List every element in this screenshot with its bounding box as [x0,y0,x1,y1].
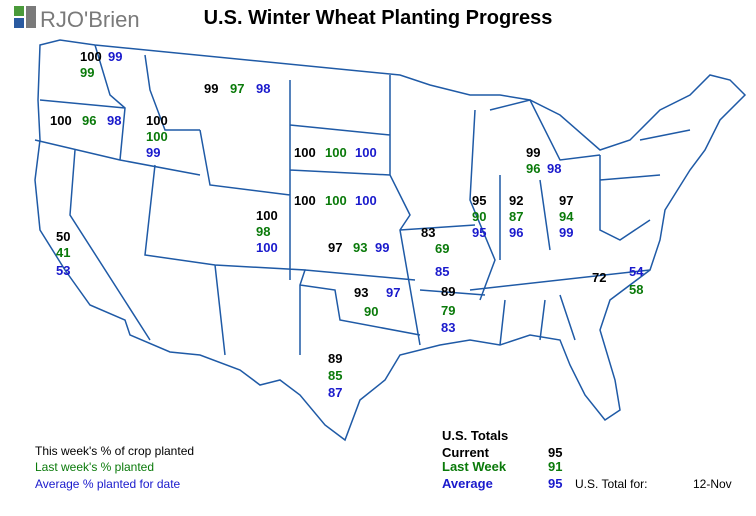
state-last-week: 58 [629,282,643,297]
state-current: 72 [592,270,606,285]
totals-label: Current [442,445,490,460]
state-average: 97 [386,285,400,300]
logo: RJO'Brien [14,6,140,32]
totals-value: 95 [548,476,562,491]
state-current: 97 [559,193,573,208]
state-last-week: 96 [82,113,96,128]
state-current: 100 [256,208,278,223]
state-average: 98 [107,113,121,128]
state-last-week: 87 [509,209,523,224]
state-current: 89 [328,351,342,366]
state-current: 50 [56,229,70,244]
state-average: 100 [256,240,278,255]
state-current: 92 [509,193,523,208]
state-last-week: 90 [364,304,378,319]
state-last-week: 96 [526,161,540,176]
state-current: 89 [441,284,455,299]
totals-label: Average [442,476,493,491]
state-current: 100 [294,193,316,208]
totals: U.S. Totals Current 95 Last Week 91 Aver… [442,428,732,491]
state-average: 98 [256,81,270,96]
state-last-week: 90 [472,209,486,224]
state-average: 100 [355,145,377,160]
state-average: 99 [375,240,389,255]
state-average: 100 [355,193,377,208]
state-last-week: 100 [146,129,168,144]
state-last-week: 99 [80,65,94,80]
state-average: 87 [328,385,342,400]
state-average: 54 [629,264,644,279]
state-average: 53 [56,263,70,278]
state-last-week: 79 [441,303,455,318]
state-average: 99 [559,225,573,240]
state-current: 99 [204,81,218,96]
state-current: 97 [328,240,342,255]
state-average: 85 [435,264,449,279]
totals-label: Last Week [442,459,507,474]
legend: This week's % of crop planted Last week'… [35,444,194,491]
state-last-week: 97 [230,81,244,96]
state-average: 98 [547,161,561,176]
state-average: 83 [441,320,455,335]
state-last-week: 85 [328,368,342,383]
title: U.S. Winter Wheat Planting Progress [204,7,553,29]
date: 12-Nov [693,477,732,491]
state-current: 99 [526,145,540,160]
state-borders [34,44,691,356]
state-last-week: 93 [353,240,367,255]
state-last-week: 69 [435,241,449,256]
state-current: 93 [354,285,368,300]
state-last-week: 100 [325,193,347,208]
legend-last-week: Last week's % planted [35,460,154,474]
state-current: 95 [472,193,486,208]
state-average: 95 [472,225,486,240]
us-map [34,39,747,442]
state-average: 99 [108,49,122,64]
country-outline [34,39,747,442]
legend-current: This week's % of crop planted [35,444,194,458]
logo-text: RJO'Brien [40,7,140,32]
state-last-week: 41 [56,245,70,260]
total-for-label: U.S. Total for: [575,477,647,491]
state-average: 99 [146,145,160,160]
logo-icon [14,18,24,28]
state-current: 100 [294,145,316,160]
state-average: 96 [509,225,523,240]
totals-title: U.S. Totals [442,428,508,443]
logo-icon [14,6,24,16]
totals-value: 91 [548,459,562,474]
legend-average: Average % planted for date [35,477,181,491]
state-last-week: 98 [256,224,270,239]
totals-value: 95 [548,445,562,460]
logo-icon [26,6,36,28]
state-current: 83 [421,225,435,240]
state-last-week: 94 [559,209,574,224]
state-current: 100 [146,113,168,128]
state-last-week: 100 [325,145,347,160]
state-current: 100 [80,49,102,64]
state-current: 100 [50,113,72,128]
